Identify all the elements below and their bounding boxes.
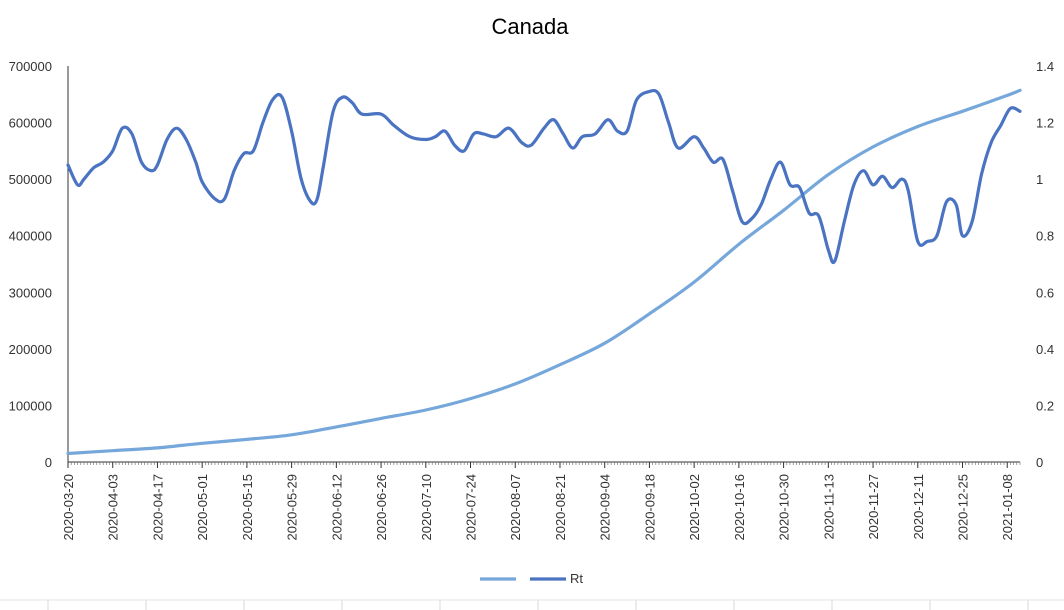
y-right-tick-label: 0.6 [1036,285,1054,300]
axes: 0 100000 200000 300000 400000 500000 600000 700… [9,59,1054,541]
series-line-cumulative [66,88,1022,456]
x-tick-label: 2021-01-08 [1000,474,1015,541]
y-right-tick-label: 0.4 [1036,342,1054,357]
y-right-tick-label: 1.4 [1036,59,1054,74]
legend: Rt [480,571,583,586]
y-left-tick-label: 200000 [9,342,52,357]
x-tick-label: 2020-05-01 [195,474,210,541]
y-left-tick-label: 0 [45,455,52,470]
y-left-tick-label: 700000 [9,59,52,74]
minor-gridlines [0,599,1064,610]
x-tick-label: 2020-11-27 [866,474,881,540]
series-layer [66,88,1022,456]
x-tick-label: 2020-03-20 [61,474,76,541]
x-tick-label: 2020-08-07 [508,474,523,541]
x-tick-label: 2020-10-30 [777,474,792,541]
x-tick-label: 2020-11-13 [821,474,836,540]
x-tick-label: 2020-10-02 [687,474,702,541]
y-left-tick-label: 300000 [9,285,52,300]
y-right-tick-label: 1 [1036,172,1043,187]
x-tick-label: 2020-09-18 [642,474,657,541]
x-tick-label: 2020-04-03 [106,474,121,541]
x-tick-label: 2020-12-25 [955,474,970,541]
x-tick-label: 2020-10-16 [732,474,747,541]
x-tick-label: 2020-04-17 [150,474,165,541]
y-right-tick-label: 0.2 [1036,398,1054,413]
x-tick-label: 2020-06-26 [374,474,389,541]
y-right-tick-label: 0.8 [1036,229,1054,244]
x-tick-label: 2020-06-12 [329,474,344,541]
y-left-tick-label: 400000 [9,229,52,244]
legend-label-rt: Rt [570,571,583,586]
y-right-tick-label: 0 [1036,455,1043,470]
x-tick-label: 2020-07-10 [419,474,434,541]
x-tick-label: 2020-05-29 [285,474,300,541]
series-line-rt [66,88,1022,265]
x-tick-label: 2020-05-15 [240,474,255,541]
y-left-tick-label: 600000 [9,116,52,131]
chart-title: Canada [491,14,569,39]
x-tick-label: 2020-09-04 [598,474,613,541]
x-tick-label: 2020-08-21 [553,474,568,541]
x-tick-label: 2020-12-11 [911,474,926,540]
y-left-tick-label: 500000 [9,172,52,187]
y-left-tick-label: 100000 [9,398,52,413]
y-right-tick-label: 1.2 [1036,116,1054,131]
x-tick-label: 2020-07-24 [464,474,479,541]
